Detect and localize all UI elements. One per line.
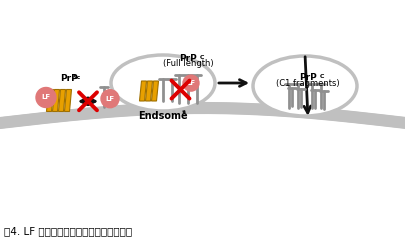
Polygon shape <box>47 90 53 111</box>
Polygon shape <box>58 90 65 111</box>
Circle shape <box>183 75 198 91</box>
Text: PrP: PrP <box>179 54 196 63</box>
Text: C: C <box>319 74 324 79</box>
Text: Endsome: Endsome <box>138 111 188 121</box>
Polygon shape <box>64 90 71 111</box>
Ellipse shape <box>111 55 215 111</box>
Text: PrP: PrP <box>60 75 78 83</box>
Text: C: C <box>200 55 204 60</box>
Polygon shape <box>52 90 60 111</box>
Polygon shape <box>139 81 146 101</box>
Text: 围4. LF のプリオン複製阻害機構の模式図: 围4. LF のプリオン複製阻害機構の模式図 <box>4 226 132 236</box>
Polygon shape <box>145 81 152 101</box>
Text: LF: LF <box>186 80 195 86</box>
Ellipse shape <box>252 56 356 116</box>
Text: (Full length): (Full length) <box>162 59 213 68</box>
Text: Sc: Sc <box>73 76 81 80</box>
Polygon shape <box>151 81 158 101</box>
Text: PrP: PrP <box>298 73 316 82</box>
Text: (C1 fragments): (C1 fragments) <box>275 79 339 88</box>
Circle shape <box>36 88 56 108</box>
Text: LF: LF <box>105 96 114 102</box>
Text: LF: LF <box>41 94 51 101</box>
Circle shape <box>101 90 119 108</box>
